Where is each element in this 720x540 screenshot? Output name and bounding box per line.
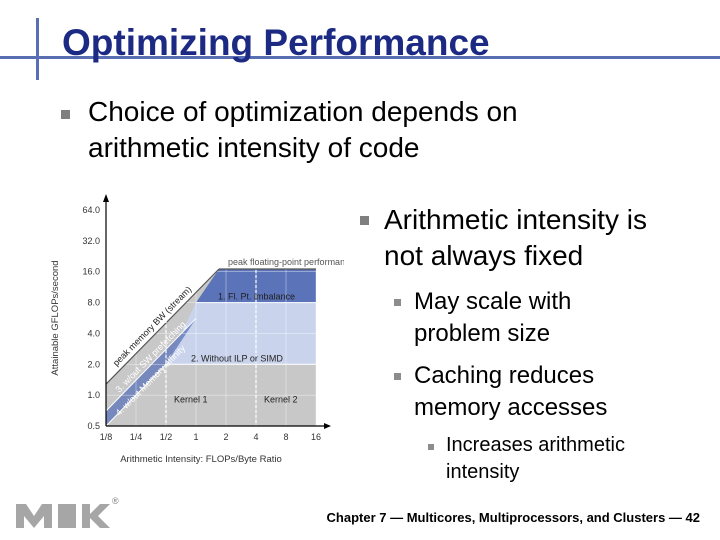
y-tick-label: 64.0 — [82, 205, 100, 215]
y-tick-label: 4.0 — [87, 328, 100, 338]
x-tick-label: 2 — [223, 432, 228, 442]
memory-ceiling-band — [106, 318, 196, 426]
subsub-bullet-text: Increases arithmetic intensity — [446, 432, 625, 486]
y-tick-label: 32.0 — [82, 236, 100, 246]
subsub-bullet-line: Increases arithmetic — [446, 434, 625, 456]
bullet-line: not always fixed — [384, 240, 584, 271]
title-accent-horizontal — [0, 56, 720, 59]
x-tick-label: 16 — [311, 432, 321, 442]
x-tick-label: 4 — [253, 432, 258, 442]
bullet-text: Choice of optimization depends on arithm… — [88, 94, 518, 166]
slide-title: Optimizing Performance — [62, 22, 490, 63]
title-accent-vertical — [36, 18, 39, 80]
slide-footer: Chapter 7 — Multicores, Multiprocessors,… — [326, 510, 700, 525]
bullet-text: Arithmetic intensity is not always fixed — [384, 202, 647, 274]
sub-bullet-marker — [394, 373, 401, 380]
series-line — [105, 363, 167, 427]
sub-bullet-text: Caching reduces memory accesses — [414, 360, 607, 424]
y-tick-label: 1.0 — [87, 390, 100, 400]
x-axis-arrow — [324, 423, 331, 429]
bullet-line: Choice of optimization depends on — [88, 96, 518, 127]
mk-logo-icon: ® — [16, 496, 119, 528]
y-tick-label: 8.0 — [87, 298, 100, 308]
kernel-label: Kernel 2 — [264, 394, 298, 404]
sub-bullet-line: problem size — [414, 320, 551, 347]
bullet-line: arithmetic intensity of code — [88, 132, 420, 163]
y-tick-label: 16.0 — [82, 267, 100, 277]
sub-bullet-text: May scale with problem size — [414, 286, 571, 350]
x-axis-label: Arithmetic Intensity: FLOPs/Byte Ratio — [120, 454, 282, 465]
series-line — [105, 268, 220, 385]
bullet-line: Arithmetic intensity is — [384, 204, 647, 235]
bullet-marker — [360, 216, 369, 225]
roofline-chart: 0.5 1.0 2.0 4.0 8.0 16.0 32.0 64.0 1/8 1/4 1/2 1 2 4 8… — [50, 194, 344, 465]
x-tick-label: 1/4 — [130, 432, 143, 442]
sub-bullet-line: Caching reduces — [414, 362, 595, 389]
subsub-bullet-marker — [428, 444, 434, 450]
sub-bullet-line: memory accesses — [414, 394, 608, 421]
roof-fp-label: peak floating-point performance — [228, 257, 344, 267]
y-tick-label: 2.0 — [87, 359, 100, 369]
x-tick-label: 1/2 — [160, 432, 173, 442]
sub-bullet-line: May scale with — [414, 288, 572, 315]
ceiling-2-label: 2. Without ILP or SIMD — [191, 353, 283, 363]
kernel-label: Kernel 1 — [174, 394, 208, 404]
x-tick-label: 8 — [283, 432, 288, 442]
series-line — [105, 318, 197, 412]
registered-mark: ® — [112, 496, 119, 506]
bullet-marker — [61, 110, 70, 119]
y-axis-arrow — [103, 194, 109, 202]
y-axis-label: Attainable GFLOPs/second — [50, 260, 61, 375]
subsub-bullet-line: intensity — [446, 461, 520, 483]
y-tick-label: 0.5 — [87, 421, 100, 431]
x-tick-label: 1 — [193, 432, 198, 442]
sub-bullet-marker — [394, 299, 401, 306]
x-tick-label: 1/8 — [100, 432, 113, 442]
ceiling-1-label: 1. Fl. Pt. imbalance — [218, 292, 295, 302]
publisher-logo: ® — [12, 494, 122, 539]
